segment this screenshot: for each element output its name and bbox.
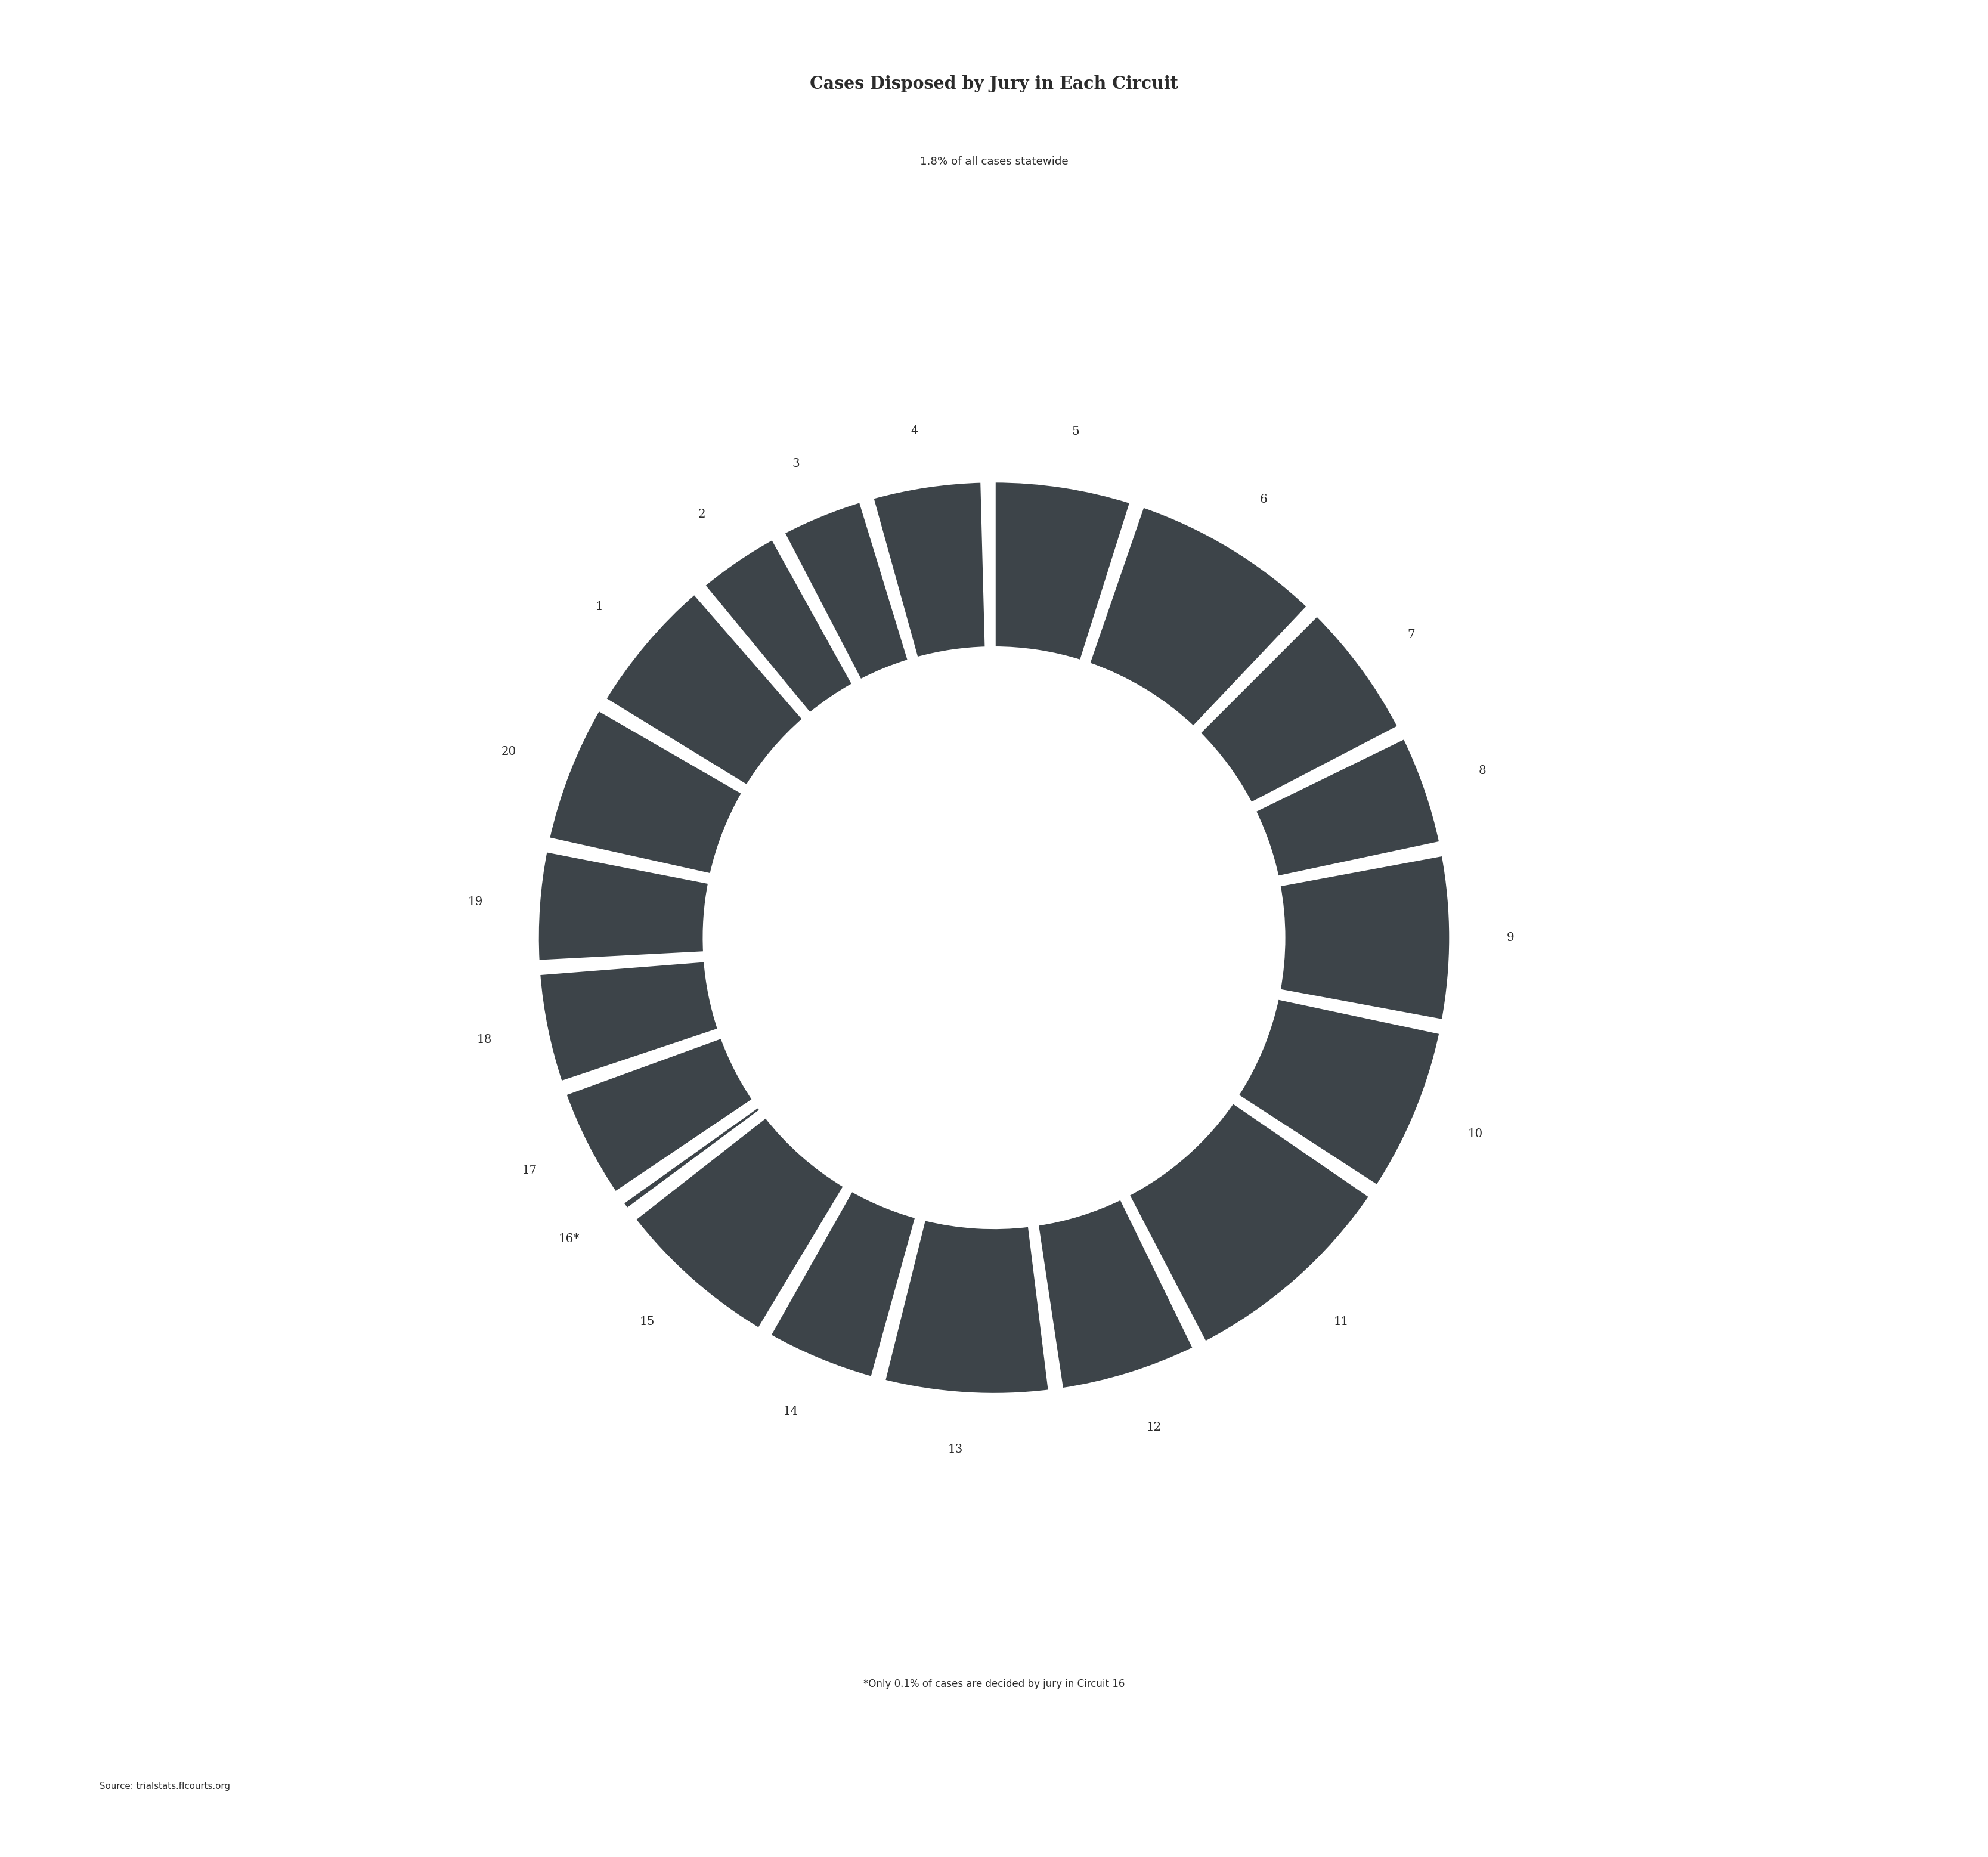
Wedge shape bbox=[994, 481, 1131, 661]
Wedge shape bbox=[539, 960, 720, 1083]
Text: 17: 17 bbox=[523, 1164, 537, 1175]
Text: 15: 15 bbox=[640, 1317, 654, 1328]
Wedge shape bbox=[604, 592, 803, 786]
Text: 8: 8 bbox=[1479, 765, 1487, 776]
Wedge shape bbox=[1199, 615, 1400, 804]
Text: 7: 7 bbox=[1408, 630, 1415, 641]
Wedge shape bbox=[622, 1107, 761, 1209]
Wedge shape bbox=[704, 539, 853, 715]
Text: 13: 13 bbox=[948, 1443, 962, 1456]
Text: Cases Disposed by Jury in Each Circuit: Cases Disposed by Jury in Each Circuit bbox=[809, 74, 1179, 93]
Text: 18: 18 bbox=[477, 1034, 491, 1045]
Wedge shape bbox=[885, 1218, 1050, 1395]
Text: 2: 2 bbox=[698, 509, 706, 520]
Text: 4: 4 bbox=[911, 425, 918, 436]
Wedge shape bbox=[769, 1190, 916, 1378]
Text: 14: 14 bbox=[783, 1406, 797, 1417]
Wedge shape bbox=[1127, 1101, 1370, 1343]
Text: 1.8% of all cases statewide: 1.8% of all cases statewide bbox=[920, 156, 1068, 167]
Wedge shape bbox=[1254, 737, 1441, 878]
Wedge shape bbox=[1278, 854, 1451, 1021]
Wedge shape bbox=[873, 481, 986, 659]
Wedge shape bbox=[1038, 1198, 1195, 1389]
Text: 19: 19 bbox=[467, 897, 483, 908]
Wedge shape bbox=[549, 709, 744, 875]
Text: 16*: 16* bbox=[559, 1233, 579, 1244]
Text: *Only 0.1% of cases are decided by jury in Circuit 16: *Only 0.1% of cases are decided by jury … bbox=[863, 1679, 1125, 1690]
Text: 11: 11 bbox=[1334, 1317, 1348, 1328]
Text: 20: 20 bbox=[501, 747, 517, 758]
Wedge shape bbox=[565, 1036, 753, 1194]
Text: 12: 12 bbox=[1147, 1422, 1161, 1434]
Text: 9: 9 bbox=[1507, 932, 1515, 943]
Wedge shape bbox=[1087, 505, 1308, 728]
Text: 1: 1 bbox=[594, 602, 602, 613]
Text: 6: 6 bbox=[1260, 494, 1268, 505]
Wedge shape bbox=[634, 1116, 845, 1330]
Wedge shape bbox=[1237, 997, 1441, 1187]
Wedge shape bbox=[783, 501, 909, 682]
Text: 10: 10 bbox=[1467, 1127, 1483, 1140]
Text: 3: 3 bbox=[793, 457, 799, 470]
Wedge shape bbox=[537, 851, 710, 962]
Text: 5: 5 bbox=[1072, 425, 1079, 436]
Text: Source: trialstats.flcourts.org: Source: trialstats.flcourts.org bbox=[99, 1783, 231, 1790]
